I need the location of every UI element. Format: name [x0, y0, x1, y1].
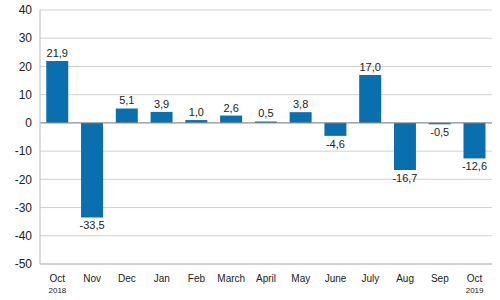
- svg-text:Sep: Sep: [431, 273, 449, 284]
- svg-text:Feb: Feb: [188, 273, 206, 284]
- svg-text:April: April: [256, 273, 276, 284]
- svg-text:Aug: Aug: [396, 273, 414, 284]
- svg-text:3,8: 3,8: [293, 98, 308, 110]
- svg-text:40: 40: [19, 3, 33, 17]
- svg-text:0,5: 0,5: [258, 107, 273, 119]
- svg-text:-12,6: -12,6: [462, 160, 487, 172]
- svg-text:May: May: [291, 273, 310, 284]
- svg-text:30: 30: [19, 31, 33, 45]
- svg-text:21,9: 21,9: [47, 47, 68, 59]
- svg-text:20: 20: [19, 60, 33, 74]
- svg-text:-40: -40: [15, 229, 33, 243]
- svg-text:5,1: 5,1: [119, 94, 134, 106]
- svg-text:Oct2019: Oct2019: [466, 273, 484, 295]
- svg-text:17,0: 17,0: [359, 61, 380, 73]
- svg-text:-20: -20: [15, 173, 33, 187]
- svg-text:-0,5: -0,5: [430, 126, 449, 138]
- svg-text:Nov: Nov: [83, 273, 101, 284]
- svg-text:Jan: Jan: [154, 273, 170, 284]
- svg-text:1,0: 1,0: [189, 106, 204, 118]
- svg-text:March: March: [217, 273, 245, 284]
- svg-text:0: 0: [25, 116, 32, 130]
- svg-text:-33,5: -33,5: [79, 219, 104, 231]
- svg-text:-16,7: -16,7: [392, 172, 417, 184]
- svg-text:-50: -50: [15, 257, 33, 271]
- svg-text:-30: -30: [15, 201, 33, 215]
- svg-text:-4,6: -4,6: [326, 138, 345, 150]
- svg-text:10: 10: [19, 88, 33, 102]
- svg-text:2,6: 2,6: [223, 102, 238, 114]
- svg-text:June: June: [325, 273, 347, 284]
- svg-text:Oct2018: Oct2018: [48, 273, 66, 295]
- svg-text:Dec: Dec: [118, 273, 136, 284]
- svg-text:3,9: 3,9: [154, 98, 169, 110]
- svg-text:July: July: [361, 273, 379, 284]
- svg-text:-10: -10: [15, 144, 33, 158]
